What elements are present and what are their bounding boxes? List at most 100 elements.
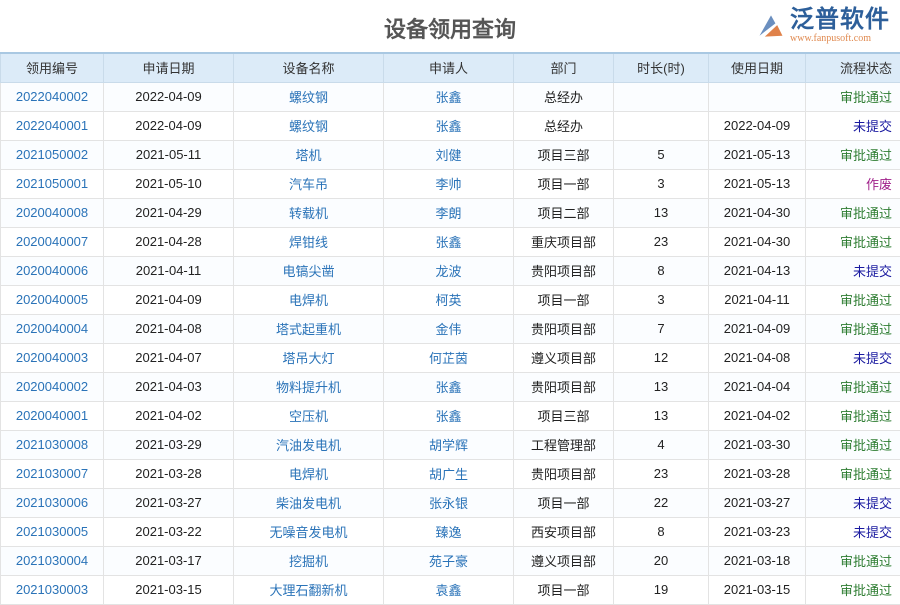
cell-duration: 8 <box>614 517 709 546</box>
cell-requisition-no[interactable]: 2020040005 <box>1 285 104 314</box>
cell-apply-date: 2021-04-03 <box>104 372 234 401</box>
column-header-apply-date[interactable]: 申请日期 <box>104 53 234 82</box>
column-header-duration[interactable]: 时长(时) <box>614 53 709 82</box>
cell-status: 审批通过 <box>806 285 900 314</box>
cell-applicant[interactable]: 张鑫 <box>384 401 514 430</box>
cell-use-date: 2021-04-09 <box>709 314 806 343</box>
cell-duration: 23 <box>614 459 709 488</box>
cell-applicant[interactable]: 李帅 <box>384 169 514 198</box>
cell-department: 总经办 <box>514 111 614 140</box>
cell-equipment-name[interactable]: 焊钳线 <box>234 227 384 256</box>
cell-applicant[interactable]: 金伟 <box>384 314 514 343</box>
cell-applicant[interactable]: 张永银 <box>384 488 514 517</box>
cell-equipment-name[interactable]: 空压机 <box>234 401 384 430</box>
cell-status: 作废 <box>806 169 900 198</box>
cell-applicant[interactable]: 何芷茵 <box>384 343 514 372</box>
cell-duration: 8 <box>614 256 709 285</box>
cell-requisition-no[interactable]: 2021050001 <box>1 169 104 198</box>
cell-applicant[interactable]: 张鑫 <box>384 372 514 401</box>
cell-requisition-no[interactable]: 2020040006 <box>1 256 104 285</box>
cell-applicant[interactable]: 柯英 <box>384 285 514 314</box>
cell-equipment-name[interactable]: 电镐尖凿 <box>234 256 384 285</box>
cell-use-date: 2021-03-27 <box>709 488 806 517</box>
cell-department: 工程管理部 <box>514 430 614 459</box>
cell-equipment-name[interactable]: 汽油发电机 <box>234 430 384 459</box>
cell-requisition-no[interactable]: 2020040002 <box>1 372 104 401</box>
cell-duration <box>614 82 709 111</box>
cell-requisition-no[interactable]: 2022040001 <box>1 111 104 140</box>
cell-applicant[interactable]: 刘健 <box>384 140 514 169</box>
cell-use-date: 2022-04-09 <box>709 111 806 140</box>
cell-equipment-name[interactable]: 物料提升机 <box>234 372 384 401</box>
cell-requisition-no[interactable]: 2020040004 <box>1 314 104 343</box>
cell-equipment-name[interactable]: 无噪音发电机 <box>234 517 384 546</box>
column-header-use-date[interactable]: 使用日期 <box>709 53 806 82</box>
cell-requisition-no[interactable]: 2020040001 <box>1 401 104 430</box>
cell-applicant[interactable]: 张鑫 <box>384 82 514 111</box>
cell-apply-date: 2021-03-22 <box>104 517 234 546</box>
cell-equipment-name[interactable]: 塔吊大灯 <box>234 343 384 372</box>
cell-apply-date: 2021-03-27 <box>104 488 234 517</box>
cell-requisition-no[interactable]: 2021030004 <box>1 546 104 575</box>
cell-requisition-no[interactable]: 2021030008 <box>1 430 104 459</box>
cell-equipment-name[interactable]: 电焊机 <box>234 459 384 488</box>
cell-equipment-name[interactable]: 转载机 <box>234 198 384 227</box>
cell-duration: 7 <box>614 314 709 343</box>
cell-duration: 22 <box>614 488 709 517</box>
cell-requisition-no[interactable]: 2021050002 <box>1 140 104 169</box>
cell-equipment-name[interactable]: 螺纹钢 <box>234 111 384 140</box>
cell-equipment-name[interactable]: 电焊机 <box>234 285 384 314</box>
cell-requisition-no[interactable]: 2022040002 <box>1 82 104 111</box>
cell-applicant[interactable]: 臻逸 <box>384 517 514 546</box>
cell-equipment-name[interactable]: 塔机 <box>234 140 384 169</box>
cell-equipment-name[interactable]: 螺纹钢 <box>234 82 384 111</box>
cell-applicant[interactable]: 苑子豪 <box>384 546 514 575</box>
column-header-equipment-name[interactable]: 设备名称 <box>234 53 384 82</box>
cell-requisition-no[interactable]: 2020040007 <box>1 227 104 256</box>
column-header-applicant[interactable]: 申请人 <box>384 53 514 82</box>
cell-use-date: 2021-04-13 <box>709 256 806 285</box>
cell-apply-date: 2021-04-29 <box>104 198 234 227</box>
cell-applicant[interactable]: 龙波 <box>384 256 514 285</box>
column-header-status[interactable]: 流程状态 <box>806 53 900 82</box>
column-header-requisition-no[interactable]: 领用编号 <box>1 53 104 82</box>
cell-requisition-no[interactable]: 2021030005 <box>1 517 104 546</box>
cell-applicant[interactable]: 李朗 <box>384 198 514 227</box>
cell-equipment-name[interactable]: 挖掘机 <box>234 546 384 575</box>
cell-applicant[interactable]: 胡广生 <box>384 459 514 488</box>
cell-department: 西安项目部 <box>514 517 614 546</box>
cell-requisition-no[interactable]: 2020040008 <box>1 198 104 227</box>
cell-requisition-no[interactable]: 2021030006 <box>1 488 104 517</box>
column-header-department[interactable]: 部门 <box>514 53 614 82</box>
cell-applicant[interactable]: 张鑫 <box>384 227 514 256</box>
cell-requisition-no[interactable]: 2021030007 <box>1 459 104 488</box>
cell-equipment-name[interactable]: 汽车吊 <box>234 169 384 198</box>
cell-apply-date: 2021-04-07 <box>104 343 234 372</box>
cell-status: 未提交 <box>806 343 900 372</box>
cell-duration: 3 <box>614 285 709 314</box>
cell-requisition-no[interactable]: 2020040003 <box>1 343 104 372</box>
cell-applicant[interactable]: 胡学辉 <box>384 430 514 459</box>
cell-equipment-name[interactable]: 塔式起重机 <box>234 314 384 343</box>
cell-use-date: 2021-03-30 <box>709 430 806 459</box>
cell-equipment-name[interactable]: 柴油发电机 <box>234 488 384 517</box>
cell-applicant[interactable]: 张鑫 <box>384 111 514 140</box>
cell-status: 审批通过 <box>806 198 900 227</box>
